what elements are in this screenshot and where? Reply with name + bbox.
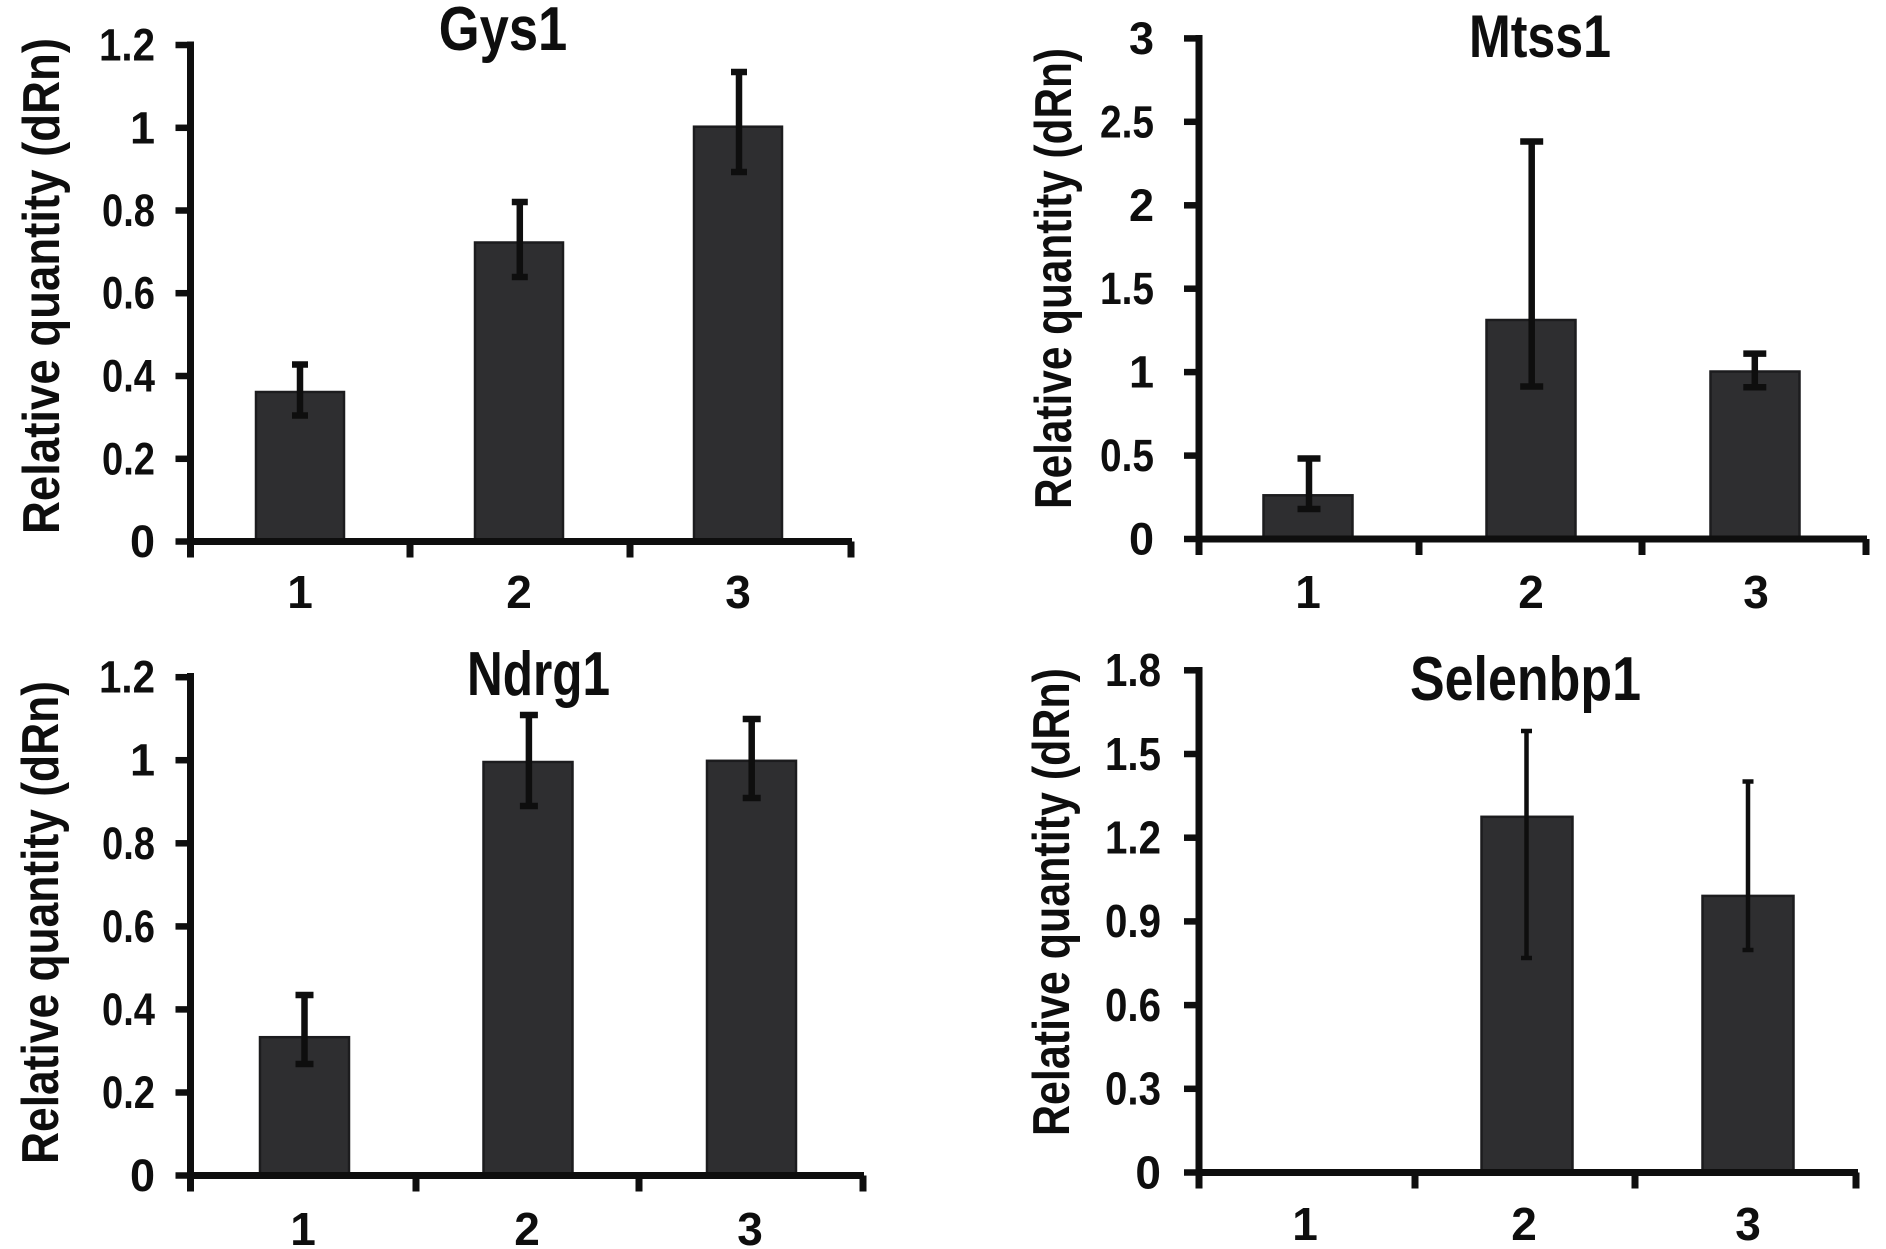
svg-text:2: 2: [1129, 180, 1154, 231]
svg-text:0: 0: [1135, 1146, 1161, 1198]
svg-text:3: 3: [1735, 1198, 1761, 1249]
svg-text:Relative quantity (dRn): Relative quantity (dRn): [13, 38, 71, 534]
svg-text:2: 2: [506, 566, 532, 618]
svg-text:1.8: 1.8: [1105, 644, 1161, 696]
svg-text:1: 1: [290, 1203, 316, 1249]
svg-text:0.9: 0.9: [1105, 895, 1161, 947]
svg-text:0.8: 0.8: [102, 185, 155, 236]
svg-text:2: 2: [1511, 1198, 1537, 1249]
svg-text:0.2: 0.2: [102, 1067, 155, 1118]
svg-text:Relative quantity (dRn): Relative quantity (dRn): [12, 681, 70, 1164]
svg-text:Relative quantity (dRn): Relative quantity (dRn): [1023, 668, 1081, 1136]
svg-text:0.5: 0.5: [1100, 430, 1154, 481]
svg-text:1.2: 1.2: [99, 20, 155, 71]
svg-text:2.5: 2.5: [1100, 96, 1154, 147]
svg-text:1.5: 1.5: [1100, 263, 1154, 314]
svg-text:0: 0: [130, 1150, 155, 1201]
svg-text:0.2: 0.2: [102, 433, 155, 484]
svg-text:1: 1: [1295, 566, 1321, 618]
svg-text:Selenbp1: Selenbp1: [1410, 645, 1641, 714]
svg-text:0.4: 0.4: [102, 351, 155, 402]
svg-text:1: 1: [1292, 1198, 1318, 1249]
svg-text:Ndrg1: Ndrg1: [467, 640, 610, 709]
svg-text:1.2: 1.2: [99, 652, 155, 703]
svg-text:3: 3: [725, 566, 751, 618]
svg-text:2: 2: [514, 1203, 540, 1249]
svg-text:0.4: 0.4: [102, 984, 155, 1035]
svg-text:0.6: 0.6: [1105, 979, 1161, 1031]
svg-text:3: 3: [1743, 566, 1769, 618]
svg-text:0.6: 0.6: [102, 901, 155, 952]
svg-text:1: 1: [1129, 347, 1154, 398]
svg-text:0: 0: [130, 516, 155, 567]
svg-text:3: 3: [737, 1203, 763, 1249]
svg-text:2: 2: [1518, 566, 1544, 618]
svg-text:1: 1: [130, 735, 155, 786]
svg-text:1.5: 1.5: [1105, 728, 1161, 780]
svg-text:0.6: 0.6: [102, 268, 155, 319]
svg-text:1: 1: [130, 102, 155, 153]
svg-text:1.2: 1.2: [1105, 812, 1161, 864]
svg-text:3: 3: [1129, 13, 1154, 64]
svg-text:Gys1: Gys1: [439, 0, 568, 64]
svg-text:0.8: 0.8: [102, 818, 155, 869]
svg-text:0: 0: [1129, 514, 1154, 565]
svg-text:1: 1: [287, 566, 313, 618]
svg-text:0.3: 0.3: [1105, 1063, 1161, 1115]
svg-text:Relative quantity (dRn): Relative quantity (dRn): [1025, 48, 1083, 509]
svg-text:Mtss1: Mtss1: [1469, 3, 1611, 70]
